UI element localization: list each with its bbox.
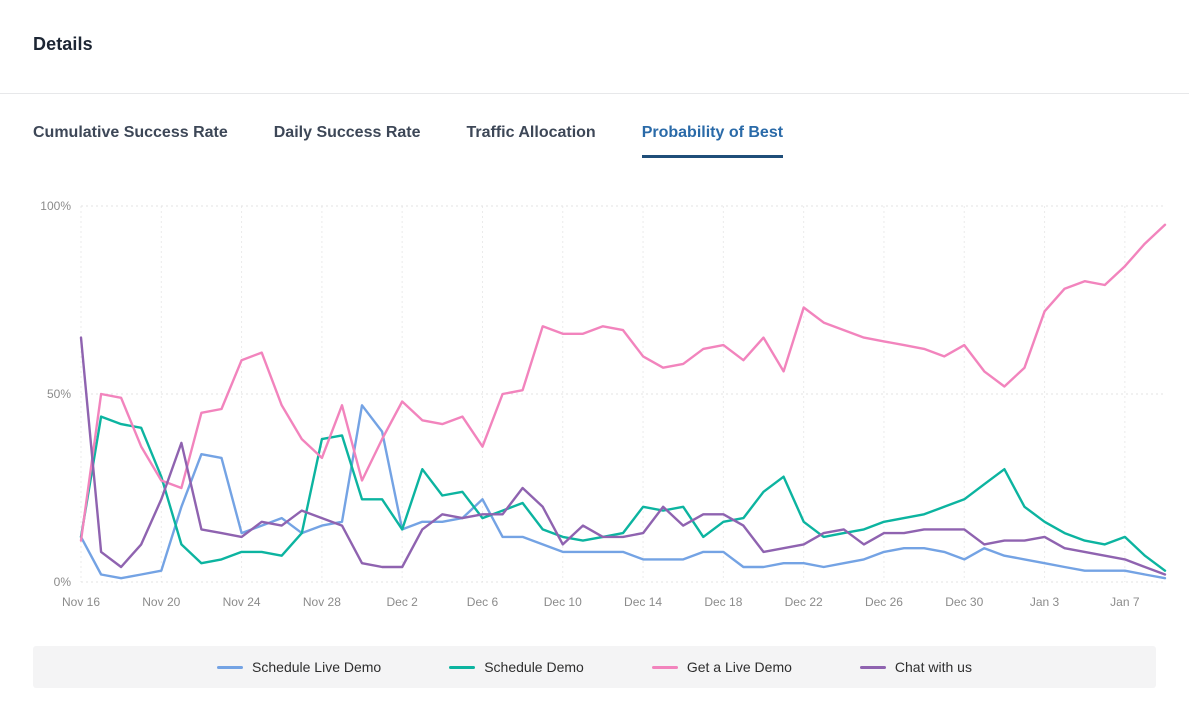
legend-label: Chat with us (894, 659, 972, 675)
legend-label: Get a Live Demo (686, 659, 792, 675)
x-axis-label: Jan 3 (1030, 595, 1060, 609)
tab-cumulative-success-rate[interactable]: Cumulative Success Rate (33, 124, 228, 141)
panel-header: Details (0, 0, 1189, 94)
tab-traffic-allocation[interactable]: Traffic Allocation (466, 124, 596, 141)
line-chart-canvas: Nov 16 Nov 20 Nov 24 Nov 28 Dec 2 Dec 6 Dec 10… (40, 199, 1167, 609)
legend-line-marker (651, 665, 678, 669)
y-axis-label: 50% (47, 387, 71, 401)
x-axis-label: Dec 6 (467, 595, 499, 609)
tab-daily-success-rate[interactable]: Daily Success Rate (273, 124, 421, 141)
legend-label: Schedule Demo (484, 659, 584, 675)
x-axis-label: Jan 7 (1110, 595, 1140, 609)
page-title: Details (33, 34, 93, 54)
probability-of-best-chart: Nov 16 Nov 20 Nov 24 Nov 28 Dec 2 Dec 6 Dec 10… (0, 190, 1189, 620)
legend-line-marker (859, 665, 886, 669)
legend-item-schedule-live-demo[interactable]: Schedule Live Demo (217, 659, 381, 675)
x-axis-label: Dec 10 (544, 595, 582, 609)
x-axis-label: Dec 2 (387, 595, 419, 609)
y-axis-label: 100% (40, 199, 71, 213)
legend-label: Schedule Live Demo (252, 659, 382, 675)
x-axis-label: Nov 16 (62, 595, 100, 609)
legend-line-marker (449, 665, 476, 669)
series-line-get-a-live-demo[interactable] (79, 223, 1167, 542)
legend-line-marker (217, 665, 244, 669)
series-line-chat-with-us[interactable] (79, 336, 1167, 576)
legend-item-get-a-live-demo[interactable]: Get a Live Demo (651, 659, 792, 675)
series-line-schedule-demo[interactable] (79, 415, 1167, 572)
x-axis-label: Nov 24 (223, 595, 261, 609)
x-axis-label: Nov 20 (142, 595, 180, 609)
legend-item-chat-with-us[interactable]: Chat with us (859, 659, 972, 675)
x-axis-label: Dec 30 (945, 595, 983, 609)
legend-item-schedule-demo[interactable]: Schedule Demo (449, 659, 584, 675)
x-axis-label: Dec 26 (865, 595, 903, 609)
series-line-schedule-live-demo[interactable] (79, 404, 1167, 580)
tab-probability-of-best[interactable]: Probability of Best (641, 124, 784, 158)
tab-bar: Cumulative Success Rate Daily Success Ra… (0, 94, 1189, 158)
chart-legend: Schedule Live Demo Schedule Demo Get a L… (33, 646, 1156, 688)
x-axis-label: Dec 18 (704, 595, 742, 609)
x-axis-label: Dec 14 (624, 595, 662, 609)
x-axis-label: Nov 28 (303, 595, 341, 609)
x-axis-label: Dec 22 (785, 595, 823, 609)
y-axis-label: 0% (54, 575, 72, 589)
